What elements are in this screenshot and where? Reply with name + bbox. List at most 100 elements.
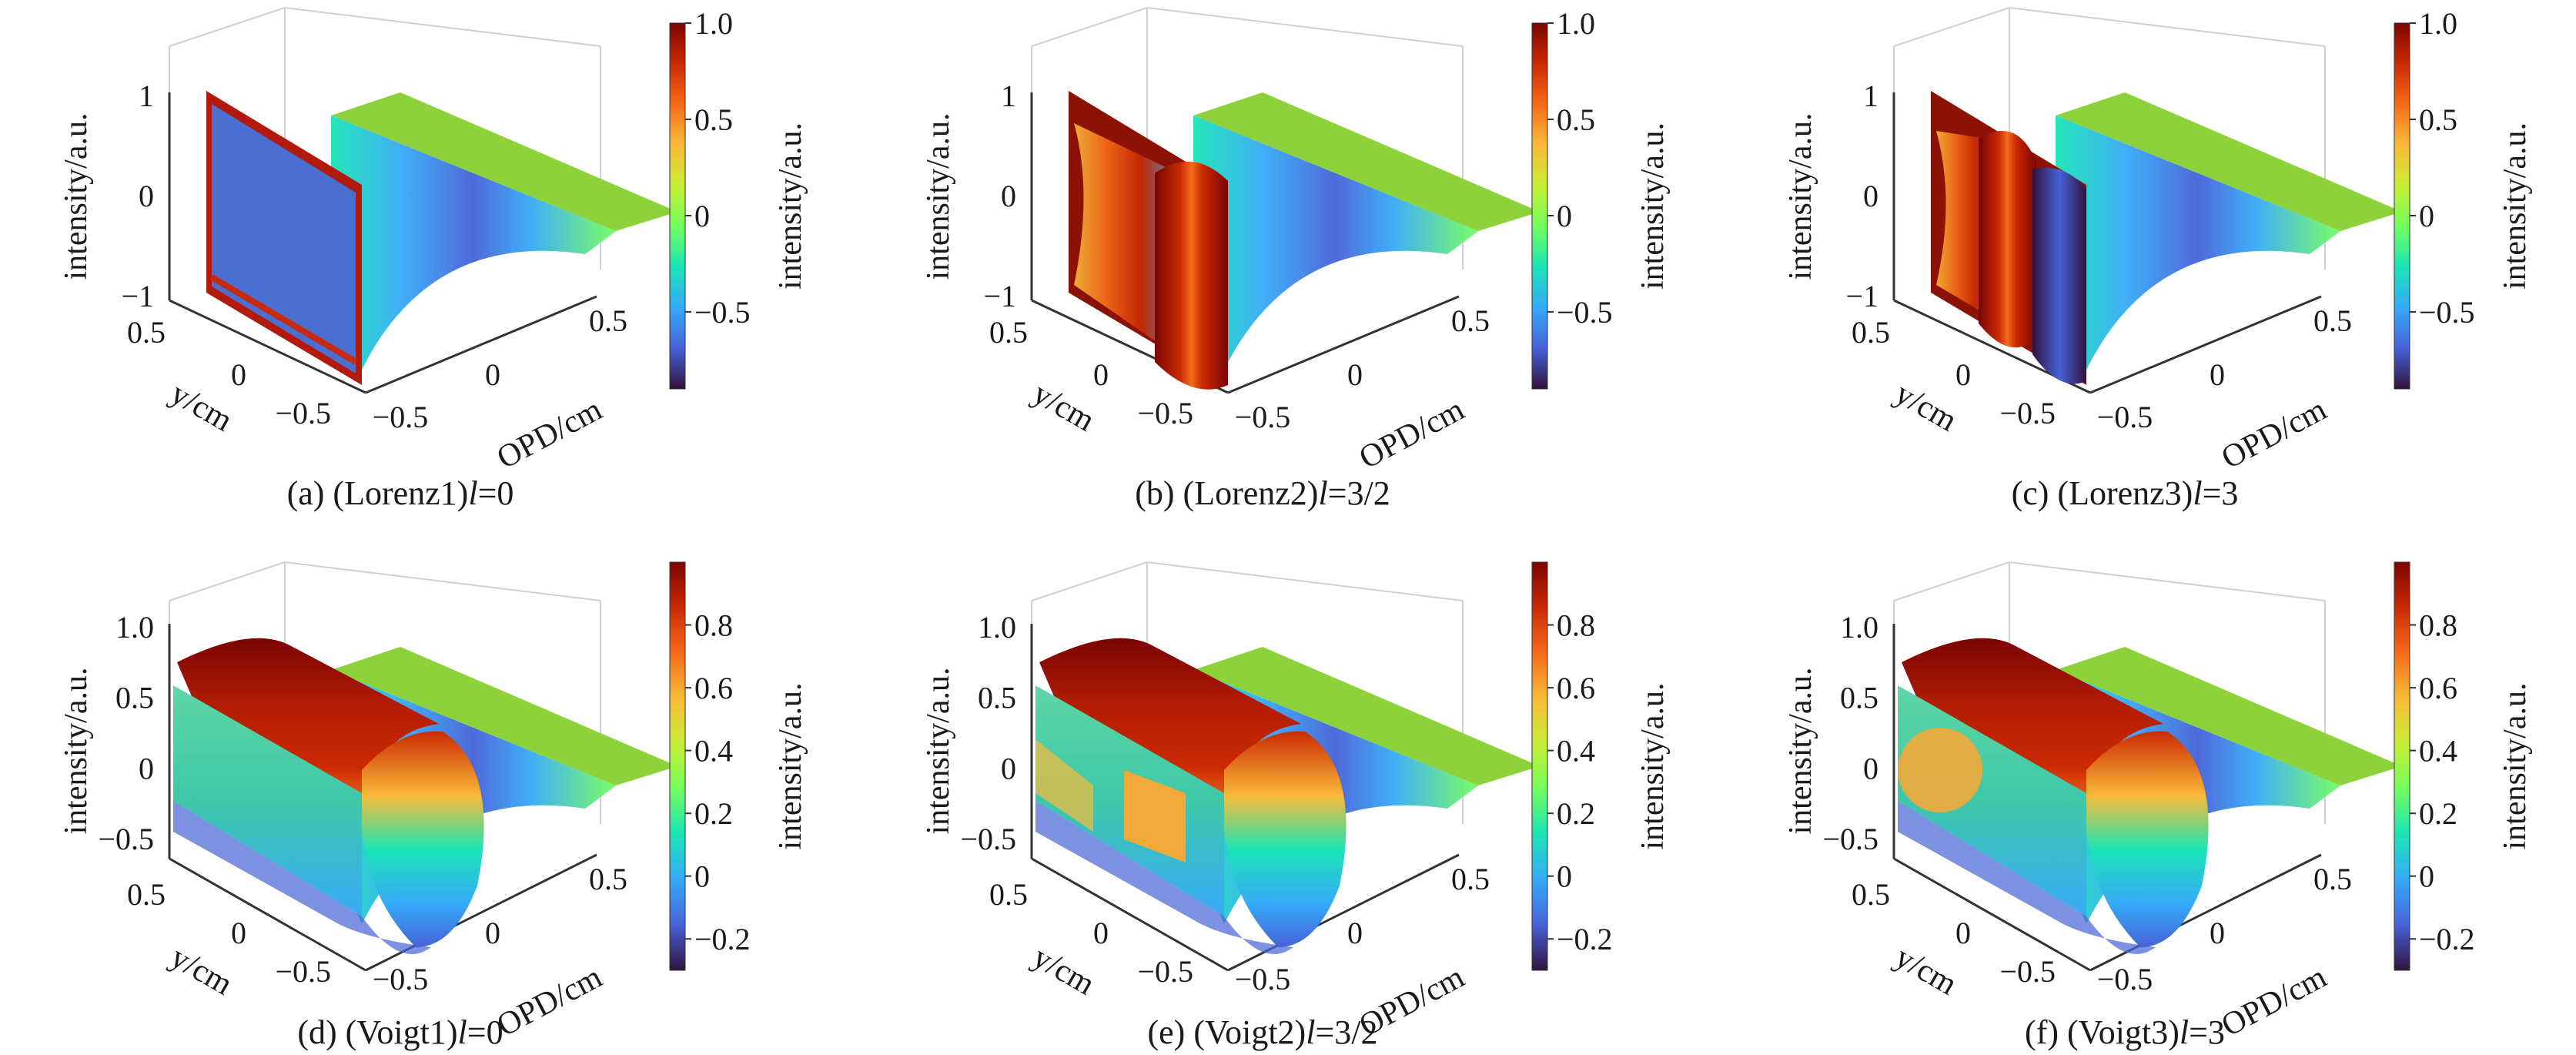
y-axis-label: y/cm [165,376,239,439]
y-tick-label: −0.5 [275,396,331,430]
x-axis-label: OPD/cm [2216,960,2333,1044]
y-axis-label: y/cm [1889,376,1963,439]
y-tick-label: 0.5 [127,877,166,912]
y-tick-label: −0.5 [275,954,331,989]
colorbar-tick-label: 0.2 [694,796,733,831]
y-tick-label: −0.5 [1137,396,1193,430]
colorbar-tick-label: 0.6 [694,671,733,705]
grid-line [1031,561,1148,601]
grid-line [1031,7,1148,47]
colorbar [1531,22,1548,390]
colorbar [669,561,686,971]
grid-line [2009,561,2326,601]
colorbar-label: intensity/a.u. [2497,683,2533,850]
surface-plateau [1193,647,1540,785]
surface-falloff [2056,116,2340,370]
colorbar-tick-label: 0.5 [2419,102,2457,137]
colorbar-tick-label: 0.8 [2419,608,2457,643]
colorbar-tick-label: 0.6 [2419,671,2457,705]
y-tick-label: 0 [1955,357,1971,392]
x-axis-line [1227,295,1460,394]
surface-falloff [1193,116,1478,370]
y-tick-label: 0.5 [1852,877,1890,912]
colorbar [669,22,686,390]
z-tick-label: 0.5 [1840,681,1878,715]
z-tick-label: −0.5 [1822,822,1878,856]
z-tick-label: 0 [1001,751,1016,785]
colorbar-tick-label: 0 [2419,859,2434,894]
x-tick-label: −0.5 [373,400,429,434]
z-axis-label: intensity/a.u. [59,113,94,280]
x-tick-label: 0 [1347,916,1363,950]
z-tick-label: 0 [139,179,154,213]
y-axis-label: y/cm [1027,376,1101,439]
z-tick-label: 1.0 [115,610,154,645]
grid-line [169,7,286,47]
subplot-b: 1 0 −1 intensity/a.u. 0.5 0 −0.5 y/cm −0.5 0 0.5 OP… [921,6,1671,512]
surface-ridge [1979,131,2036,348]
surface [206,91,677,385]
surface-patch [1898,728,1982,812]
grid-line [1893,7,2010,47]
x-axis-label: OPD/cm [1353,392,1470,477]
grid-line [284,561,601,601]
colorbar-tick-label: 0.8 [1557,608,1595,643]
y-axis-line [1893,857,2091,972]
y-axis-label: y/cm [165,939,239,1003]
colorbar-tick-label: 1.0 [2419,6,2457,41]
x-tick-label: 0 [485,357,500,392]
surface [1931,91,2402,385]
colorbar-tick-label: 0 [1557,859,1572,894]
y-axis-line [169,299,366,394]
surface [1035,638,1540,954]
y-tick-label: 0.5 [127,315,166,350]
x-tick-label: 0.5 [589,862,627,896]
grid-line [1146,561,1464,601]
grid-line [1146,7,1464,47]
y-tick-label: 0 [231,357,246,392]
surface-stripe [209,274,358,365]
z-axis-label: intensity/a.u. [59,668,94,835]
surface-plateau [2056,92,2402,231]
colorbar-tick-label: 1.0 [694,6,733,41]
y-axis-line [1031,857,1229,972]
z-axis-label: intensity/a.u. [1783,113,1818,280]
surface [1898,638,2402,954]
z-axis-label: intensity/a.u. [921,113,956,280]
subplot-caption: (e) (Voigt2)l=3/2 [1148,1013,1378,1051]
x-tick-label: −0.5 [2097,962,2153,996]
grid-line [284,7,601,47]
y-axis-label: y/cm [1889,939,1963,1003]
surface-front [173,685,362,916]
surface-falloff [331,116,616,370]
colorbar-tick-label: 0 [694,859,710,894]
z-tick-label: −1 [983,279,1016,313]
colorbar-tick-label: −0.5 [694,295,751,330]
x-axis-label: OPD/cm [491,392,608,477]
surface-plateau [331,647,677,785]
z-tick-label: 0.5 [978,681,1016,715]
surface-ridge [1155,161,1228,390]
z-axis-label: intensity/a.u. [921,668,956,835]
grid-line [2009,7,2326,47]
x-tick-label: 0.5 [589,303,627,338]
surface [173,638,677,954]
z-tick-label: −1 [121,279,154,313]
grid-line [1893,561,2010,601]
colorbar-tick-label: 0.2 [1557,796,1595,831]
y-tick-label: 0.5 [989,877,1028,912]
surface-plateau [331,92,677,231]
surface-front [212,104,356,373]
colorbar-tick-label: −0.2 [1557,922,1613,956]
z-tick-label: 1 [1001,79,1016,113]
x-tick-label: 0 [2210,916,2225,950]
subplot-caption: (a) (Lorenz1)l=0 [287,474,514,512]
subplot-caption: (c) (Lorenz3)l=3 [2012,474,2239,512]
x-axis-line [365,295,597,394]
colorbar-tick-label: 0.2 [2419,796,2457,831]
z-tick-label: −1 [1845,279,1878,313]
surface-trough [2032,167,2086,384]
